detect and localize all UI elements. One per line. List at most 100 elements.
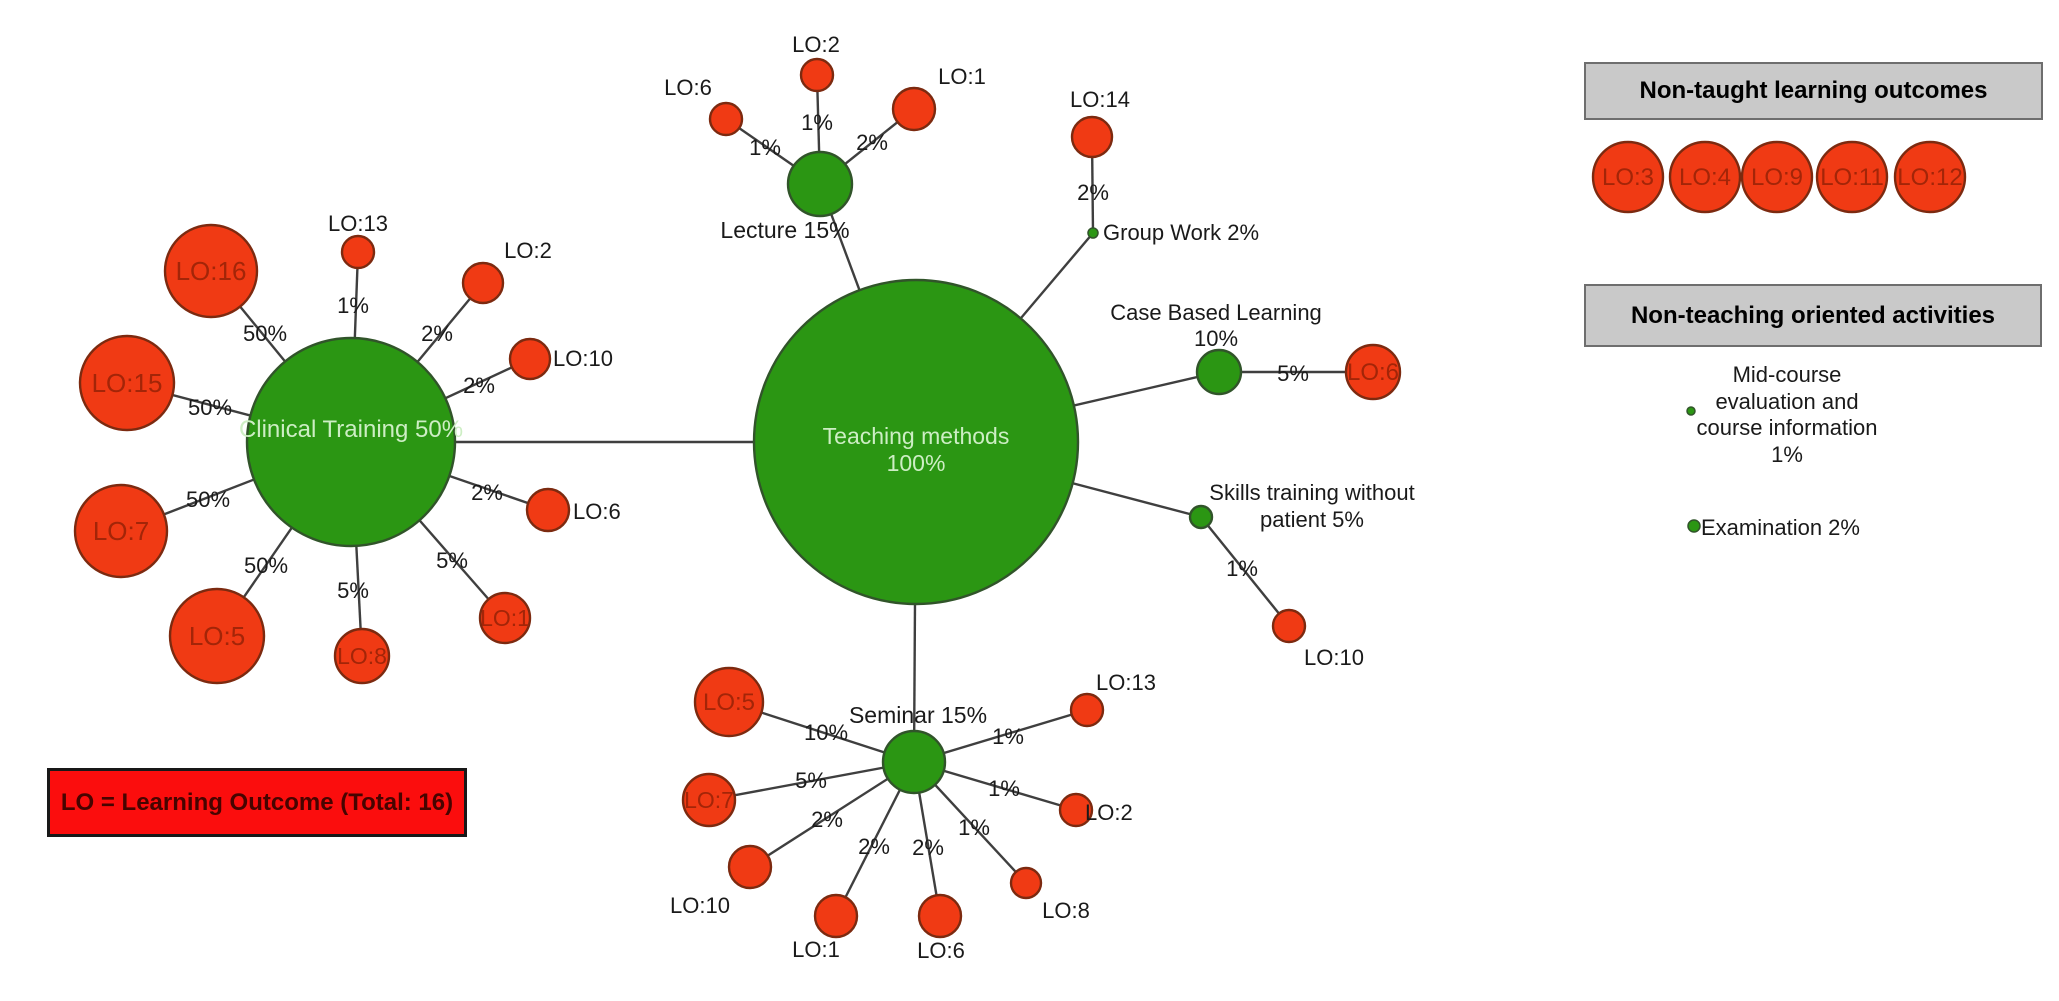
node-label-nontaught-lo4: LO:4	[1679, 164, 1731, 191]
node-lecture-lo6	[708, 101, 744, 137]
non-teaching-header: Non-teaching oriented activities	[1584, 284, 2042, 347]
node-nontaught-lo12	[1893, 140, 1967, 214]
node-lecture-lo14	[1070, 115, 1114, 159]
node-group-work	[1087, 227, 1099, 239]
edge-label-seminar-lo2: 1%	[988, 776, 1020, 801]
node-examination-dot	[1687, 519, 1701, 533]
node-label-clinical-lo7: LO:7	[93, 516, 149, 546]
node-seminar-lo7	[681, 772, 737, 828]
labels-layer: 1% 1% 2% 2% 50% 1% 2% 50% 2% 50% 2% 50% 5% 5% 10% 5% 2% 2…	[92, 32, 1963, 963]
node-skills-training	[1188, 504, 1214, 530]
non-taught-header: Non-taught learning outcomes	[1584, 62, 2043, 120]
edge-label-clinical-lo5: 50%	[244, 553, 288, 578]
node-label-clinical-lo13: LO:13	[328, 211, 388, 236]
node-teaching-methods	[752, 278, 1080, 606]
node-seminar-lo10	[727, 844, 773, 890]
node-clinical-lo5	[168, 587, 266, 685]
node-label-seminar-lo13: LO:13	[1096, 670, 1156, 695]
edge-label-seminar-lo13: 1%	[992, 724, 1024, 749]
node-label-clinical-lo1: LO:1	[480, 605, 530, 631]
edge-label-seminar-lo1: 2%	[858, 834, 890, 859]
node-label-clinical-lo6: LO:6	[573, 499, 621, 524]
edge-label-clinical-lo1: 5%	[436, 548, 468, 573]
edge-label-clinical-lo10: 2%	[463, 373, 495, 398]
node-clinical-lo10	[508, 337, 552, 381]
edge-label-clinical-lo7: 50%	[186, 487, 230, 512]
edge-label-lecture-lo2: 1%	[801, 110, 833, 135]
edge-label-seminar-lo6: 2%	[912, 835, 944, 860]
node-clinical-lo15	[78, 334, 176, 432]
node-lecture-lo1	[891, 86, 937, 132]
node-seminar-lo13	[1069, 692, 1105, 728]
node-label-clinical-lo5: LO:5	[189, 621, 245, 651]
node-label-clinical-lo10: LO:10	[553, 346, 613, 371]
edge-label-groupwork-lo14: 2%	[1077, 180, 1109, 205]
node-lecture	[786, 150, 854, 218]
node-seminar-lo8	[1009, 866, 1043, 900]
edge-label-skills-lo10: 1%	[1226, 556, 1258, 581]
node-case-based-learning	[1195, 348, 1243, 396]
edge-label-clinical-lo15: 50%	[188, 395, 232, 420]
edge-label-seminar-lo7: 5%	[795, 768, 827, 793]
node-label-case-based-learning: Case Based Learning 10%	[1110, 300, 1322, 351]
node-label-clinical-lo16: LO:16	[176, 256, 247, 286]
examination-item: Examination 2%	[1701, 515, 1860, 540]
node-clinical-lo2	[461, 261, 505, 305]
node-label-nontaught-lo3: LO:3	[1602, 164, 1654, 191]
node-clinical-lo16	[163, 223, 259, 319]
edge-label-cbl-lo6: 5%	[1277, 361, 1309, 386]
node-skills-lo10	[1271, 608, 1307, 644]
node-seminar	[881, 729, 947, 795]
node-label-case-based-learning-line-1: 10%	[1194, 326, 1238, 351]
node-label-cbl-lo6: LO:6	[1347, 359, 1399, 386]
node-label-seminar-lo8: LO:8	[1042, 898, 1090, 923]
node-label-nontaught-lo11: LO:11	[1820, 164, 1884, 191]
node-label-nontaught-lo9: LO:9	[1751, 164, 1803, 191]
node-clinical-lo6	[525, 487, 571, 533]
node-label-seminar-lo10: LO:10	[670, 893, 730, 918]
edge-label-lecture-lo1: 2%	[856, 130, 888, 155]
node-label-case-based-learning-line-0: Case Based Learning	[1110, 300, 1322, 325]
edge-label-lecture-lo6: 1%	[749, 135, 781, 160]
node-seminar-lo5	[693, 666, 765, 738]
edge-seminar-lo10	[749, 760, 915, 869]
node-label-lecture-lo6: LO:6	[664, 75, 712, 100]
node-label-seminar-lo7: LO:7	[684, 787, 734, 813]
node-label-lecture-lo2: LO:2	[792, 32, 840, 57]
node-label-seminar: Seminar 15%	[849, 702, 987, 728]
nodes-layer	[73, 57, 1967, 939]
lo-legend-box: LO = Learning Outcome (Total: 16)	[47, 768, 467, 837]
node-clinical-training	[245, 336, 457, 548]
node-label-lecture-lo1: LO:1	[938, 64, 986, 89]
node-label-clinical-lo8: LO:8	[337, 643, 387, 669]
edge-label-clinical-lo16: 50%	[243, 321, 287, 346]
edge-label-seminar-lo5: 10%	[804, 720, 848, 745]
mid-course-item: Mid-course evaluation and course informa…	[1696, 362, 1878, 467]
node-label-teaching-methods-line-0: Teaching methods	[823, 423, 1010, 449]
node-clinical-lo13	[340, 234, 376, 270]
edge-label-clinical-lo13: 1%	[337, 293, 369, 318]
node-label-skills-training: Skills training without patient 5%	[1209, 480, 1414, 532]
edge-label-clinical-lo8: 5%	[337, 578, 369, 603]
node-label-lecture: Lecture 15%	[720, 217, 849, 243]
node-label-seminar-lo6: LO:6	[917, 938, 965, 963]
node-seminar-lo6	[917, 893, 963, 939]
node-label-lecture-lo14: LO:14	[1070, 87, 1130, 112]
node-cbl-lo6	[1344, 343, 1402, 401]
lo-legend-label: LO = Learning Outcome (Total: 16)	[60, 788, 454, 816]
non-taught-header-label: Non-taught learning outcomes	[1639, 77, 1988, 104]
node-label-skills-training-line-0: Skills training without	[1209, 480, 1414, 505]
node-label-clinical-lo2: LO:2	[504, 238, 552, 263]
node-seminar-lo2	[1058, 792, 1094, 828]
node-seminar-lo1	[813, 893, 859, 939]
node-mid-course-dot	[1686, 406, 1696, 416]
non-teaching-header-label: Non-teaching oriented activities	[1630, 301, 1996, 329]
node-lecture-lo2	[799, 57, 835, 93]
node-nontaught-lo9	[1740, 140, 1814, 214]
node-nontaught-lo11	[1815, 140, 1889, 214]
node-clinical-lo1	[478, 591, 532, 645]
node-label-seminar-lo1: LO:1	[792, 937, 840, 962]
edge-label-seminar-lo10: 2%	[811, 807, 843, 832]
